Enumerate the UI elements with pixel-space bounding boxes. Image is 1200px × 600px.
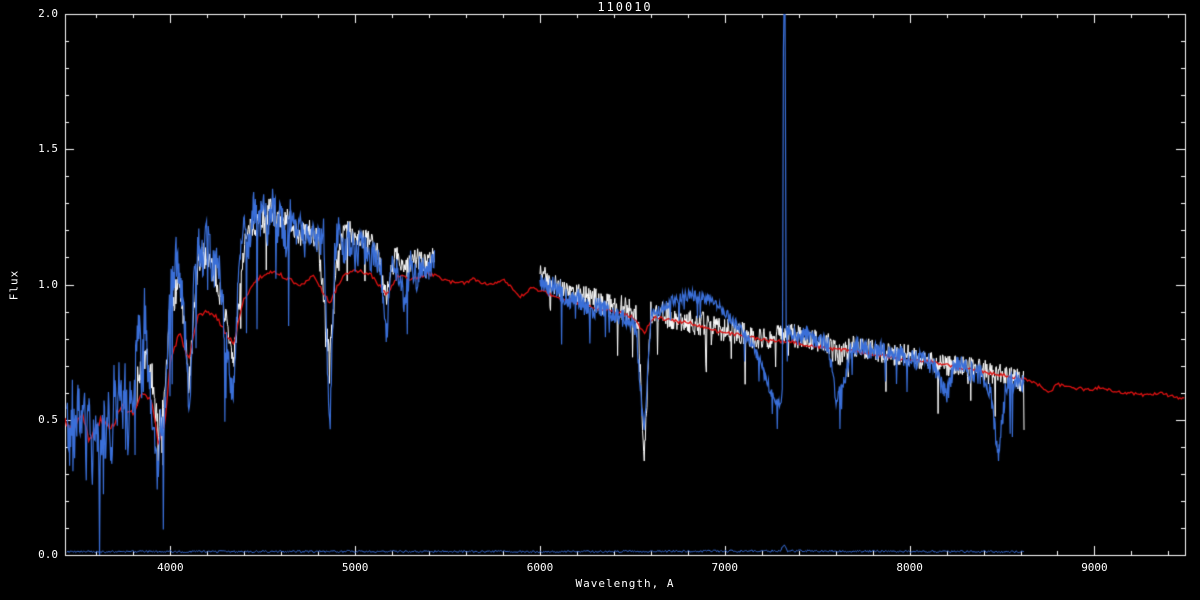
chart-title: 110010 [597, 0, 653, 14]
x-axis-label: Wavelength, A [575, 577, 675, 590]
y-axis-label: Flux [7, 269, 21, 301]
